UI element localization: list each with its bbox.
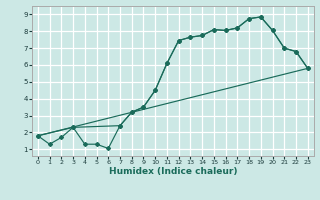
X-axis label: Humidex (Indice chaleur): Humidex (Indice chaleur): [108, 167, 237, 176]
